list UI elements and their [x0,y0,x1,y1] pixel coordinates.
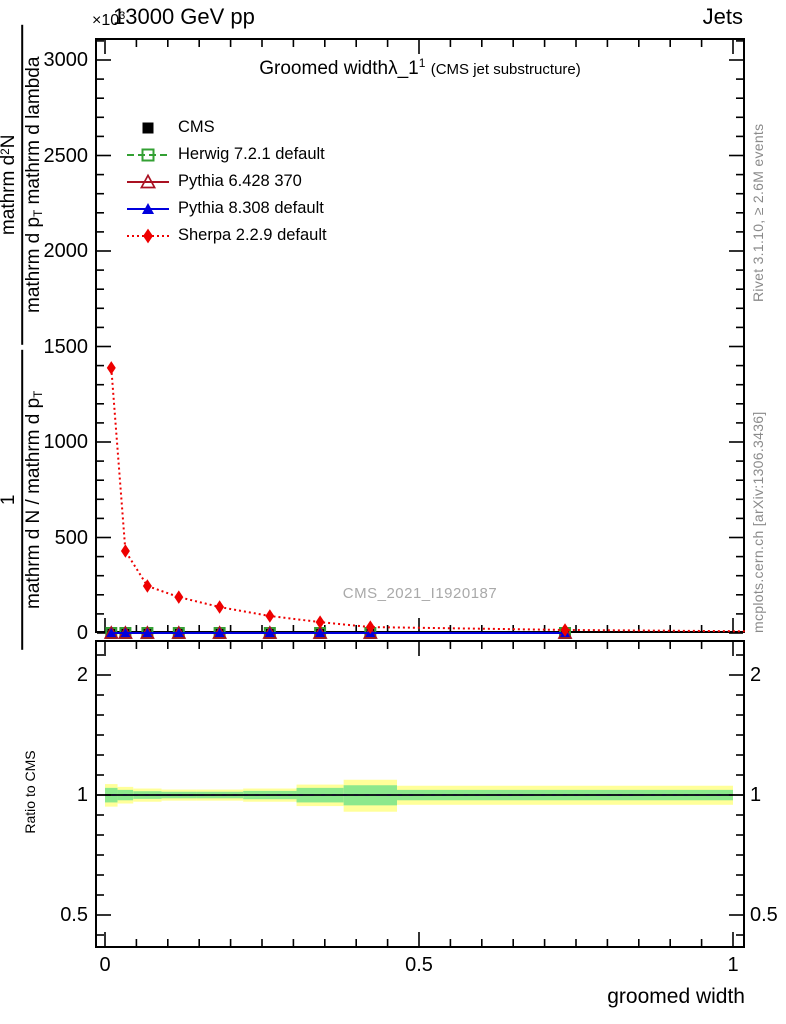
plot-title-sup: 1 [418,56,426,71]
watermark-analysis-id: CMS_2021_I1920187 [342,585,498,602]
y-main-tick-label: 2000 [43,240,89,262]
legend-row-cms: CMS [127,114,327,141]
legend-label: CMS [178,118,215,136]
fraction-numerator: 1 [0,494,20,506]
legend-row-herwig: Herwig 7.2.1 default [127,141,327,168]
plot-title-math: λ_1 [388,58,419,79]
y-axis-label-lower-fraction: 1 mathrm d N / mathrm d pT [0,349,46,650]
plot-title: Groomed widthλ_11 (CMS jet substructure) [95,56,745,80]
main-plot-svg [95,38,745,639]
y-main-tick-label: 3000 [43,49,89,71]
header-beam-energy: 13000 GeV pp [113,4,255,29]
y-axis-label-upper-fraction: mathrm d2N mathrm d pT mathrm d lambda [0,24,46,345]
rivet-version-caption: Rivet 3.1.10, ≥ 2.6M events [750,123,766,302]
ratio-tick-label-left: 0.5 [60,904,88,926]
y-main-tick-label: 1500 [43,335,89,358]
pythia8-marker-icon [127,202,169,214]
y-main-tick-label: 0 [76,622,88,644]
fraction-denominator: mathrm d N / mathrm d pT [21,349,46,650]
plot-title-text: Groomed width [259,58,389,79]
y-main-tick-label: 1000 [43,431,89,453]
cms-marker-icon [142,122,154,133]
y-main-tick-label: 500 [54,526,88,549]
mcplots-arxiv-caption: mcplots.cern.ch [arXiv:1306.3436] [750,411,766,633]
exponent-base: ×10 [92,12,120,29]
x-tick-label: 0 [99,954,111,976]
legend-label: Sherpa 2.2.9 default [178,226,327,244]
ratio-tick-label-right: 1 [750,784,762,806]
legend-row-sherpa: Sherpa 2.2.9 default [127,222,327,249]
herwig-marker-icon [127,148,169,161]
fraction-denominator: mathrm d pT mathrm d lambda [21,24,46,345]
legend: CMS Herwig 7.2.1 default Pythia 6.428 37… [127,114,327,249]
y-main-tick-label: 2500 [43,144,89,167]
plot-title-paren: (CMS jet substructure) [430,61,581,78]
exponent-power: 3 [119,9,126,22]
pythia6-marker-icon [127,173,169,188]
legend-row-pythia8: Pythia 8.308 default [127,195,327,222]
sherpa-marker-icon [127,228,169,243]
legend-row-pythia6: Pythia 6.428 370 [127,168,327,195]
fraction-numerator: mathrm d2N [0,134,20,236]
legend-label: Pythia 8.308 default [178,199,324,217]
ratio-tick-label-right: 2 [750,664,762,686]
x-tick-label: 1 [727,954,739,976]
y-axis-exponent: ×103 [92,9,126,30]
x-tick-label: 0.5 [405,954,433,976]
legend-label: Herwig 7.2.1 default [178,145,325,163]
ratio-plot-svg [95,640,745,948]
ratio-tick-label-left: 1 [76,784,88,806]
header-analysis-group: Jets [702,4,743,29]
ratio-tick-label-left: 2 [76,664,88,686]
ratio-tick-label-right: 0.5 [750,904,778,926]
legend-label: Pythia 6.428 370 [178,172,302,190]
x-axis-label: groomed width [607,985,745,1008]
